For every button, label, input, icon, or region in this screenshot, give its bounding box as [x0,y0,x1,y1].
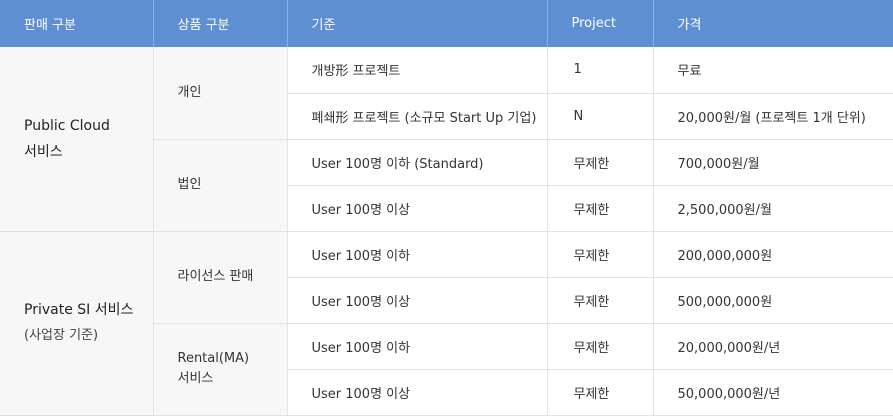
price-cell: 500,000,000원 [653,277,893,324]
criteria-cell: 폐쇄形 프로젝트 (소규모 Start Up 기업) [287,93,548,140]
product-type-cell: 개인 [153,47,288,140]
project-cell: 무제한 [547,323,654,370]
table-row: Private SI 서비스 (사업장 기준) 라이선스 판매 User 100… [0,231,893,416]
project-cell: 무제한 [547,369,654,416]
header-project: Project [547,0,654,47]
sale-type-label: Private SI 서비스 [24,302,134,318]
table-row: User 100명 이상 무제한 500,000,000원 [0,277,893,324]
table-row: Public Cloud 서비스 개인 개방形 프로젝트 1 무료 [0,47,893,232]
table-row: Rental(MA) 서비스 User 100명 이하 무제한 20,000,0… [0,323,893,416]
product-type-label: Rental(MA) [177,351,250,366]
criteria-cell: User 100명 이하 [287,323,548,370]
project-cell: 무제한 [547,277,654,324]
header-price: 가격 [653,0,893,47]
header-sale-type: 판매 구분 [0,0,154,47]
product-type-label: 라이선스 판매 [177,269,254,284]
table-row: 법인 User 100명 이하 (Standard) 무제한 700,000원/… [0,139,893,232]
sale-type-label-line2: 서비스 [24,143,63,160]
sale-type-sublabel: (사업장 기준) [24,328,99,343]
header-criteria: 기준 [287,0,548,47]
product-type-label: 개인 [177,84,202,100]
criteria-cell: User 100명 이상 [287,277,548,324]
price-cell: 20,000원/월 (프로젝트 1개 단위) [653,93,893,140]
criteria-cell: User 100명 이상 [287,185,548,232]
header-product-type: 상품 구분 [153,0,288,47]
product-type-cell: 법인 [153,139,288,232]
table-row: 폐쇄形 프로젝트 (소규모 Start Up 기업) N 20,000원/월 (… [0,93,893,140]
project-cell: 무제한 [547,231,654,278]
product-type-cell: 라이선스 판매 [153,231,288,324]
criteria-cell: User 100명 이하 (Standard) [287,139,548,186]
price-cell: 20,000,000원/년 [653,323,893,370]
product-type-label-line2: 서비스 [177,371,214,386]
criteria-cell: User 100명 이상 [287,369,548,416]
project-cell: N [547,93,654,140]
price-cell: 2,500,000원/월 [653,185,893,232]
table-row: User 100명 이상 무제한 2,500,000원/월 [0,185,893,232]
sale-type-cell-private-si: Private SI 서비스 (사업장 기준) [0,231,154,416]
sale-type-cell-public-cloud: Public Cloud 서비스 [0,47,154,232]
sale-type-label: Public Cloud [24,117,110,134]
product-type-cell: Rental(MA) 서비스 [153,323,288,416]
criteria-cell: 개방形 프로젝트 [287,47,548,94]
project-cell: 1 [547,47,654,94]
header-row: 판매 구분 상품 구분 기준 Project 가격 [0,0,893,47]
project-cell: 무제한 [547,185,654,232]
criteria-cell: User 100명 이하 [287,231,548,278]
price-cell: 200,000,000원 [653,231,893,278]
table-row: User 100명 이상 무제한 50,000,000원/년 [0,369,893,416]
price-cell: 700,000원/월 [653,139,893,186]
product-type-label: 법인 [177,177,202,192]
project-cell: 무제한 [547,139,654,186]
price-cell: 50,000,000원/년 [653,369,893,416]
price-cell: 무료 [653,47,893,94]
